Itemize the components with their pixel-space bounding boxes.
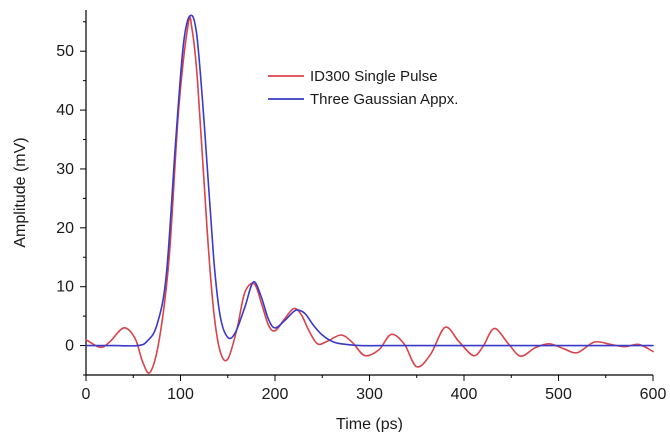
y-tick-label: 0 xyxy=(65,338,74,355)
x-tick-label: 500 xyxy=(545,386,572,403)
legend: ID300 Single Pulse Three Gaussian Appx. xyxy=(268,68,458,108)
y-tick-label: 40 xyxy=(56,102,74,119)
series-group xyxy=(85,14,654,374)
y-tick-label: 10 xyxy=(56,279,74,296)
axes: 0 100 200 300 400 500 600 0 10 20 30 40 50 xyxy=(56,10,666,403)
legend-label-three-gaussian: Three Gaussian Appx. xyxy=(310,91,458,108)
series-line-id300-single-pulse xyxy=(85,16,654,374)
x-tick-label: 200 xyxy=(262,386,289,403)
x-tick-label: 100 xyxy=(167,386,194,403)
y-tick-label: 20 xyxy=(56,220,74,237)
x-tick-label: 0 xyxy=(82,386,91,403)
y-tick-label: 30 xyxy=(56,161,74,178)
x-tick-label: 400 xyxy=(451,386,478,403)
y-tick-label: 50 xyxy=(56,43,74,60)
y-axis-label: Amplitude (mV) xyxy=(12,137,29,247)
x-axis-label: Time (ps) xyxy=(336,416,403,432)
x-tick-label: 600 xyxy=(640,386,667,403)
series-line-three-gaussian xyxy=(85,14,654,347)
x-tick-label: 300 xyxy=(356,386,383,403)
legend-label-id300-single-pulse: ID300 Single Pulse xyxy=(310,68,438,85)
